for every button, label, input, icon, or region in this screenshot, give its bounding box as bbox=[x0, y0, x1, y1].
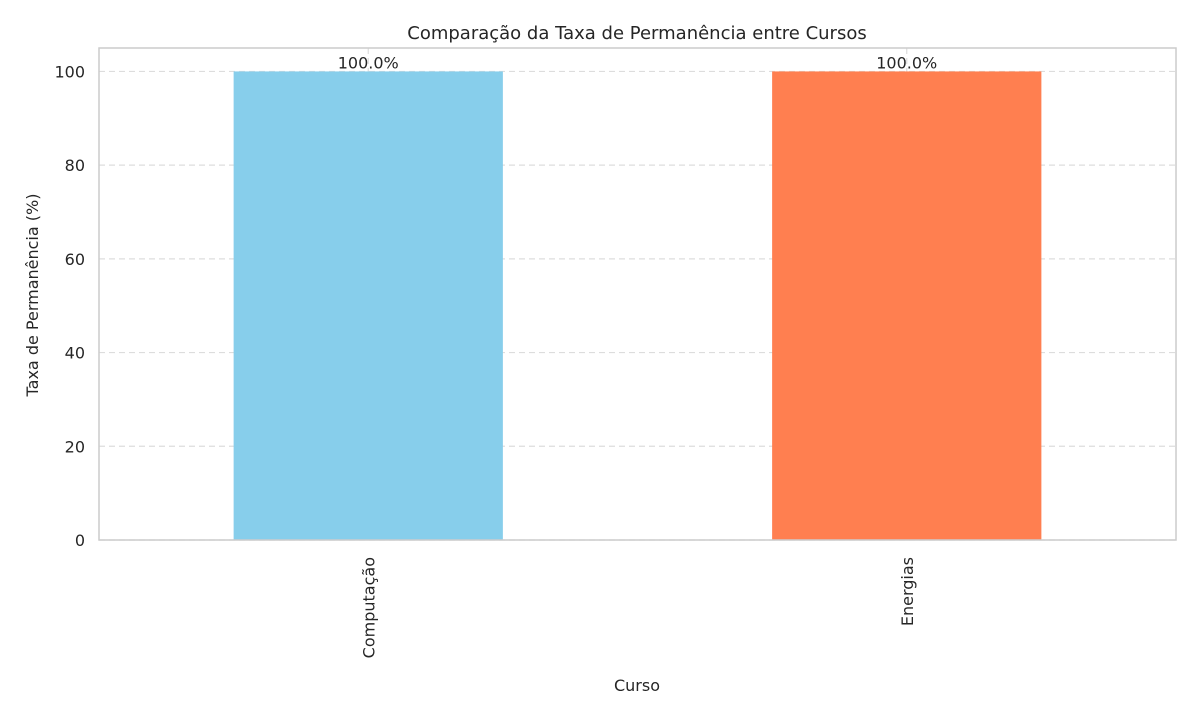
y-tick-label: 100 bbox=[54, 62, 85, 81]
bar-layer bbox=[233, 71, 1042, 540]
y-tick-label: 60 bbox=[65, 250, 85, 269]
plot-frame bbox=[98, 47, 1177, 541]
plot-border bbox=[98, 47, 1177, 541]
data-labels: 100.0% 100.0% bbox=[338, 53, 938, 72]
x-axis-label: Curso bbox=[614, 676, 660, 695]
x-tick-label: Computação bbox=[359, 557, 378, 658]
bar-1 bbox=[772, 71, 1042, 540]
y-tick-label: 0 bbox=[75, 531, 85, 550]
bar-value-label: 100.0% bbox=[338, 53, 399, 72]
chart-title: Comparação da Taxa de Permanência entre … bbox=[407, 23, 866, 44]
y-tick-label: 80 bbox=[65, 156, 85, 175]
x-axis-ticks: Computação Energias bbox=[359, 557, 917, 658]
x-tick-label: Energias bbox=[898, 557, 917, 626]
y-tick-label: 40 bbox=[65, 344, 85, 363]
bar-0 bbox=[233, 71, 503, 540]
y-axis-ticks: 0 20 40 60 80 100 bbox=[54, 62, 85, 550]
bar-value-label: 100.0% bbox=[876, 53, 937, 72]
y-tick-label: 20 bbox=[65, 437, 85, 456]
y-axis-label: Taxa de Permanência (%) bbox=[23, 194, 42, 398]
